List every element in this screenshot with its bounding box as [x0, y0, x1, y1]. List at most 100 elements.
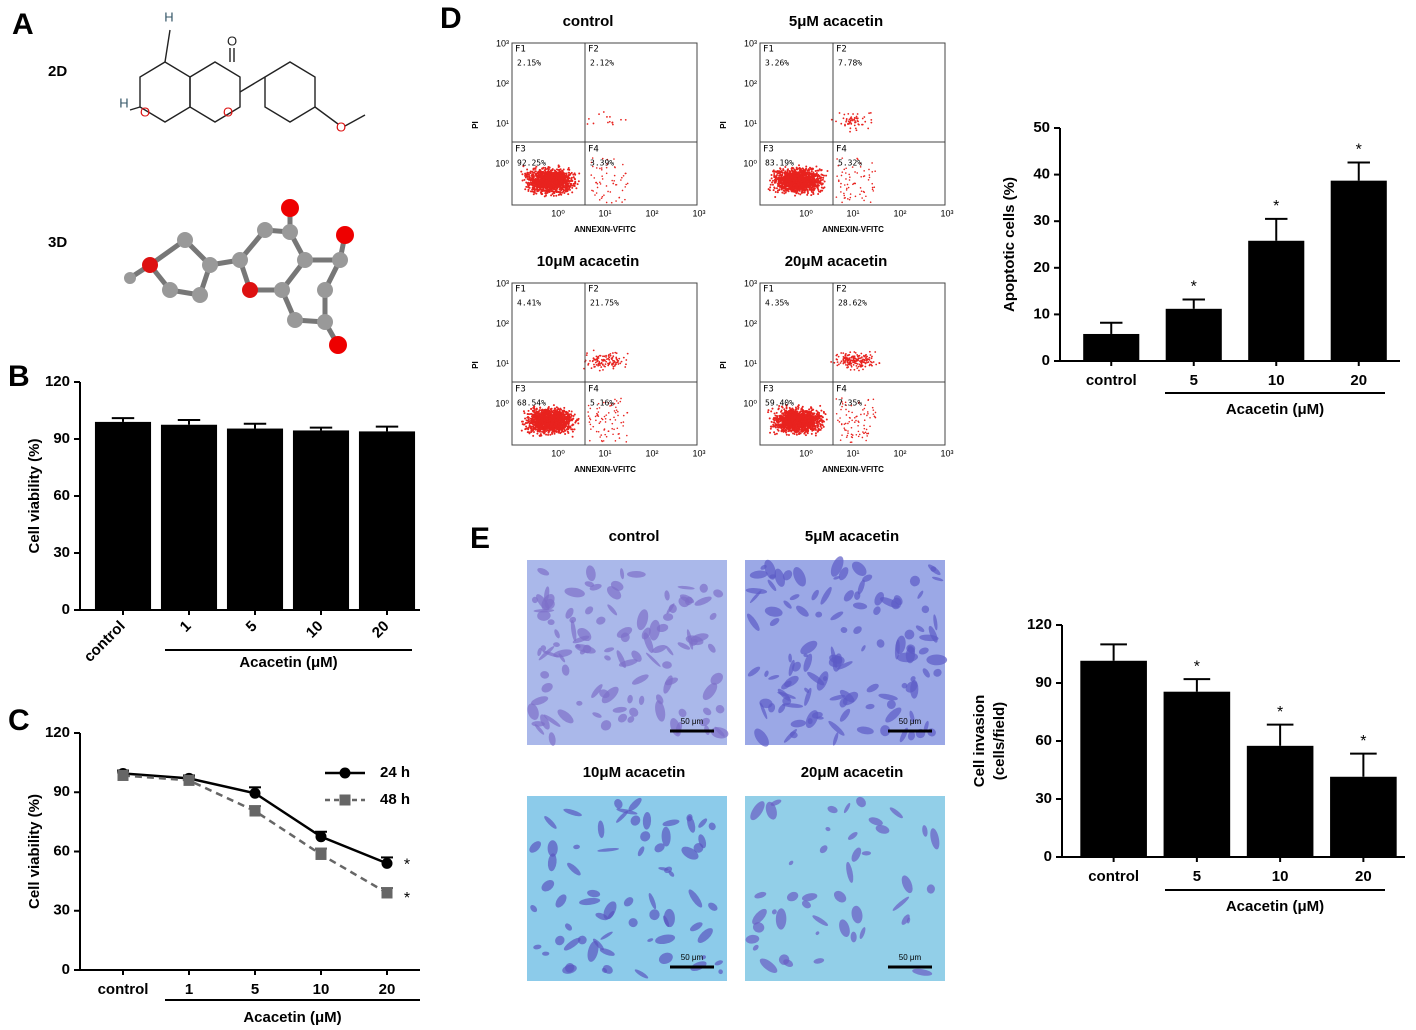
dot [844, 124, 846, 127]
dot [853, 116, 856, 119]
dot [784, 170, 787, 173]
dot [536, 420, 539, 423]
dot [595, 364, 598, 366]
dot [613, 180, 615, 182]
dot [836, 158, 838, 160]
flow-title: control [563, 13, 614, 30]
dot [869, 112, 872, 114]
dot [550, 423, 553, 426]
dot [565, 182, 568, 185]
dot [537, 176, 540, 179]
dot [520, 429, 523, 432]
dot [524, 188, 527, 191]
dot [622, 421, 625, 423]
quadrant-label: F1 [515, 285, 526, 295]
dot [854, 127, 857, 130]
dot [551, 193, 554, 196]
dot [843, 168, 846, 171]
flow-dots [520, 111, 629, 204]
y-tick-label: 10³ [496, 278, 509, 288]
dot [797, 164, 800, 167]
dot [620, 360, 623, 363]
dot [534, 177, 537, 180]
dot [603, 428, 606, 430]
dot [874, 170, 876, 173]
panel-label: C [8, 704, 30, 737]
dot [614, 363, 617, 366]
dot [843, 184, 846, 186]
dot [809, 188, 812, 191]
dot [599, 354, 601, 357]
dot [793, 177, 796, 180]
dot [530, 179, 533, 182]
dot [569, 179, 572, 182]
dot [815, 185, 818, 188]
x-axis-label: ANNEXIN-VFITC [822, 225, 884, 234]
dot [600, 434, 603, 436]
dot [546, 429, 549, 432]
dot [566, 421, 569, 424]
dot [613, 416, 615, 419]
dot [868, 112, 871, 115]
dot [590, 367, 593, 370]
dot [806, 192, 809, 195]
dot [810, 170, 813, 173]
dot [625, 183, 627, 186]
dot [603, 194, 605, 196]
x-tick-label: 10⁰ [551, 208, 565, 218]
dot [616, 359, 619, 362]
dot [557, 174, 560, 177]
dot [856, 113, 859, 115]
dot [817, 193, 820, 196]
dot [593, 177, 596, 179]
dot [799, 187, 802, 190]
dot [549, 169, 552, 172]
dot [533, 184, 536, 187]
dot [553, 176, 556, 179]
dot [792, 170, 795, 173]
dot [601, 363, 604, 366]
dot [801, 167, 804, 170]
dot [555, 168, 558, 171]
dot [562, 422, 565, 425]
dot [820, 179, 823, 182]
dot [793, 190, 796, 193]
quadrant-percent: 4.41% [517, 299, 541, 308]
dot [621, 176, 623, 179]
dot [854, 171, 856, 173]
dot [523, 412, 526, 415]
dot [529, 421, 532, 424]
dot [552, 412, 555, 415]
dot [774, 190, 777, 193]
dot [771, 183, 774, 186]
dot [600, 366, 603, 368]
dot [800, 177, 803, 180]
dot [830, 118, 833, 121]
dot [558, 188, 561, 191]
dot [784, 165, 787, 168]
y-tick-label: 10³ [496, 38, 509, 48]
dot [596, 407, 598, 410]
dot [572, 182, 575, 185]
dot [819, 404, 822, 407]
dot [567, 182, 570, 185]
dot [612, 182, 615, 185]
dot [855, 117, 858, 120]
dot [613, 428, 615, 431]
dot [800, 172, 803, 175]
dot [794, 184, 797, 187]
dot [614, 411, 617, 414]
dot [807, 169, 810, 172]
dot [559, 421, 562, 424]
dot [550, 172, 553, 175]
atom-label: H [164, 9, 173, 24]
dot [536, 190, 539, 193]
dot [553, 409, 556, 412]
dot [849, 121, 852, 123]
dot [849, 130, 851, 133]
dot [844, 197, 846, 199]
dot [589, 360, 591, 362]
dot [563, 191, 566, 194]
dot [812, 189, 815, 192]
dot [783, 180, 786, 183]
